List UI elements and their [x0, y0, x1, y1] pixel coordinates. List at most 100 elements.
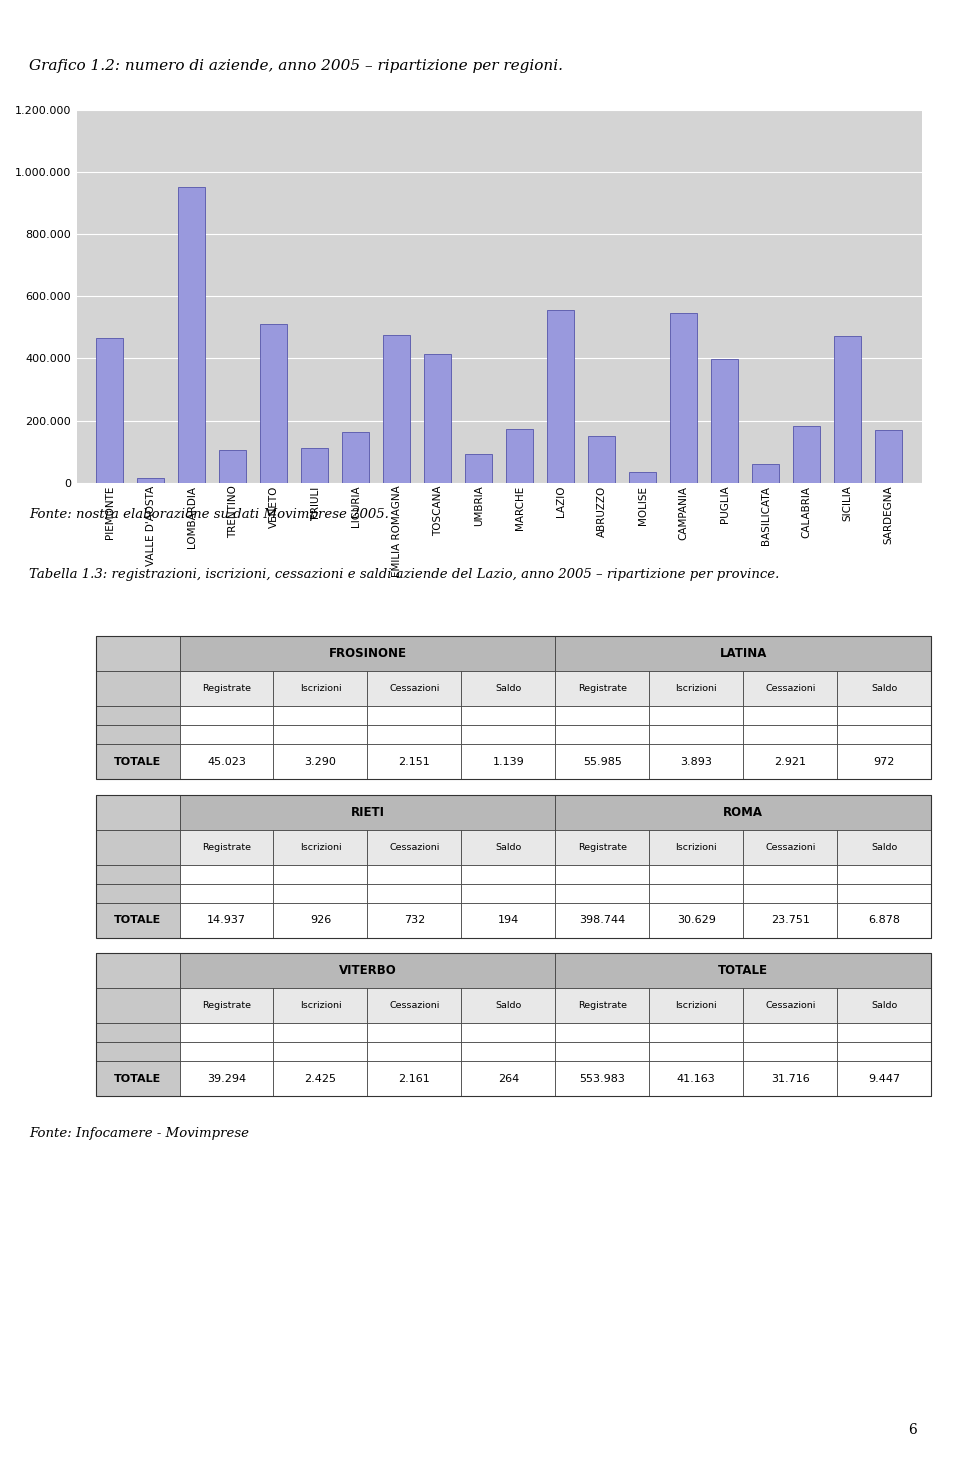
Bar: [368, 903, 462, 938]
Bar: [180, 830, 274, 865]
Bar: [649, 989, 743, 1023]
Text: Saldo: Saldo: [871, 685, 898, 693]
Bar: [837, 726, 931, 745]
Bar: [834, 336, 861, 483]
Text: Registrate: Registrate: [578, 685, 627, 693]
Bar: [743, 865, 837, 884]
Bar: [96, 884, 180, 903]
Text: Iscrizioni: Iscrizioni: [300, 843, 341, 851]
Text: 732: 732: [404, 914, 425, 925]
Bar: [274, 903, 368, 938]
Bar: [424, 354, 451, 483]
Text: TOTALE: TOTALE: [114, 914, 161, 925]
Bar: [96, 830, 180, 865]
Bar: [274, 1061, 368, 1096]
Bar: [274, 707, 368, 726]
Bar: [180, 707, 274, 726]
Bar: [837, 865, 931, 884]
Bar: [96, 1061, 180, 1096]
Bar: [368, 745, 462, 778]
Bar: [274, 1023, 368, 1042]
Bar: [743, 830, 837, 865]
Bar: [743, 1042, 837, 1061]
Bar: [649, 1023, 743, 1042]
Bar: [274, 830, 368, 865]
Bar: [96, 1023, 180, 1042]
Bar: [180, 903, 274, 938]
Bar: [96, 636, 931, 778]
Text: Fonte: nostra elaborazione su dati Movimprese 2005.: Fonte: nostra elaborazione su dati Movim…: [29, 508, 389, 521]
Bar: [180, 726, 274, 745]
Bar: [274, 865, 368, 884]
Bar: [274, 1042, 368, 1061]
Bar: [743, 884, 837, 903]
Bar: [137, 478, 164, 483]
Bar: [180, 1023, 274, 1042]
Text: 23.751: 23.751: [771, 914, 809, 925]
Bar: [837, 1042, 931, 1061]
Bar: [547, 310, 574, 483]
Bar: [670, 313, 697, 483]
Text: Iscrizioni: Iscrizioni: [676, 685, 717, 693]
Text: Saldo: Saldo: [495, 1001, 521, 1009]
Bar: [462, 726, 555, 745]
Bar: [555, 636, 931, 672]
Text: ROMA: ROMA: [723, 806, 763, 819]
Bar: [837, 903, 931, 938]
Text: 55.985: 55.985: [583, 756, 622, 767]
Bar: [837, 1023, 931, 1042]
Bar: [630, 473, 656, 483]
Text: 30.629: 30.629: [677, 914, 716, 925]
Bar: [462, 1023, 555, 1042]
Text: 39.294: 39.294: [207, 1074, 246, 1084]
Bar: [368, 1042, 462, 1061]
Bar: [837, 1061, 931, 1096]
Text: 553.983: 553.983: [580, 1074, 625, 1084]
Bar: [462, 830, 555, 865]
Text: 41.163: 41.163: [677, 1074, 715, 1084]
Text: Saldo: Saldo: [871, 1001, 898, 1009]
Bar: [219, 451, 246, 483]
Bar: [180, 884, 274, 903]
Text: Iscrizioni: Iscrizioni: [676, 1001, 717, 1009]
Bar: [555, 1042, 649, 1061]
Text: Saldo: Saldo: [495, 843, 521, 851]
Bar: [368, 1061, 462, 1096]
Text: Iscrizioni: Iscrizioni: [676, 843, 717, 851]
Bar: [649, 672, 743, 707]
Bar: [96, 778, 931, 794]
Bar: [462, 884, 555, 903]
Bar: [180, 989, 274, 1023]
Bar: [743, 989, 837, 1023]
Text: LATINA: LATINA: [720, 647, 767, 660]
Bar: [180, 636, 555, 672]
Text: Cessazioni: Cessazioni: [389, 843, 440, 851]
Text: Registrate: Registrate: [202, 843, 251, 851]
Bar: [368, 707, 462, 726]
Bar: [180, 745, 274, 778]
Bar: [96, 794, 180, 830]
Bar: [368, 726, 462, 745]
Text: TOTALE: TOTALE: [718, 964, 768, 977]
Text: TOTALE: TOTALE: [114, 756, 161, 767]
Bar: [837, 707, 931, 726]
Bar: [555, 672, 649, 707]
Bar: [555, 1023, 649, 1042]
Bar: [462, 865, 555, 884]
Text: 3.290: 3.290: [304, 756, 336, 767]
Text: Registrate: Registrate: [578, 843, 627, 851]
Bar: [649, 1042, 743, 1061]
Text: 2.151: 2.151: [398, 756, 430, 767]
Bar: [837, 745, 931, 778]
Bar: [649, 745, 743, 778]
Bar: [96, 938, 931, 954]
Text: 194: 194: [497, 914, 519, 925]
Text: 2.921: 2.921: [775, 756, 806, 767]
Bar: [743, 745, 837, 778]
Bar: [837, 989, 931, 1023]
Text: 6: 6: [908, 1422, 917, 1437]
Bar: [743, 1061, 837, 1096]
Bar: [274, 726, 368, 745]
Bar: [837, 830, 931, 865]
Bar: [96, 989, 180, 1023]
